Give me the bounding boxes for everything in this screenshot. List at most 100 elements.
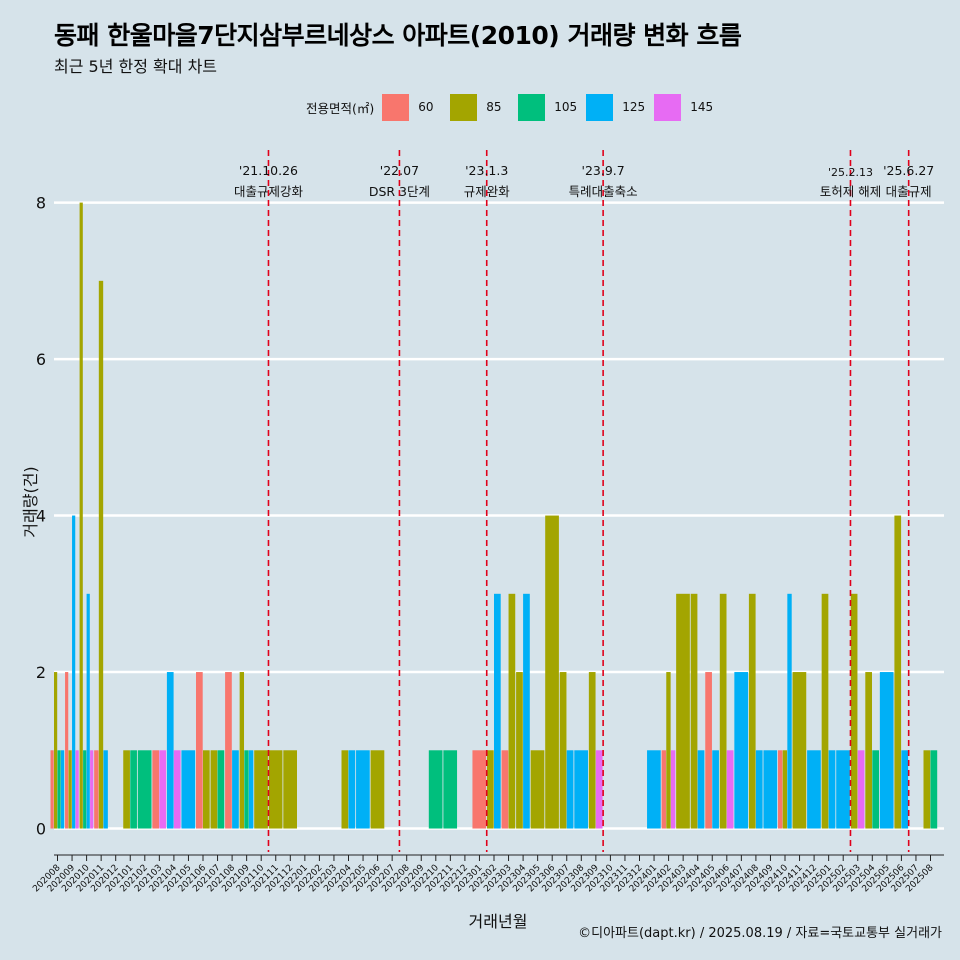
annotation-date: '25.6.27	[883, 163, 934, 178]
legend-swatch-85	[450, 93, 478, 121]
bar-105-202008	[57, 750, 61, 829]
annotation-date: '22.07	[380, 163, 419, 178]
bar-125-202308	[574, 750, 588, 829]
bar-85-202011	[98, 280, 104, 829]
bar-60-202106	[196, 672, 203, 829]
bar-145-202402	[670, 750, 676, 829]
bar-85-202010	[79, 202, 83, 829]
legend-swatch-105	[518, 93, 546, 121]
bar-85-202501	[821, 593, 829, 829]
bar-125-202307	[566, 750, 574, 829]
bar-125-202404	[697, 750, 705, 829]
bar-125-202104	[166, 672, 174, 829]
bar-125-202108	[232, 750, 239, 829]
bar-85-202404	[690, 593, 698, 829]
bar-85-202303	[508, 593, 516, 829]
bar-125-202105	[181, 750, 196, 829]
annotation-label: 특례대출축소	[569, 184, 638, 199]
bar-145-202103	[159, 750, 167, 829]
annotation-date: '23.1.3	[465, 163, 508, 178]
bar-85-202107	[210, 750, 218, 829]
annotation-date: '23.9.7	[582, 163, 625, 178]
bar-85-202112	[283, 750, 297, 829]
bar-125-202506	[901, 750, 909, 829]
x-axis-label: 거래년월	[468, 912, 528, 931]
bar-125-202109	[248, 750, 254, 829]
source-caption: ©디아파트(dapt.kr) / 2025.08.19 / 자료=국토교통부 실…	[578, 926, 942, 941]
bar-85-202008	[54, 672, 58, 829]
bar-125-202412	[807, 750, 821, 829]
bar-145-202104	[173, 750, 181, 829]
legend-label-105: 105	[554, 100, 578, 114]
annotation-label: 토허제 해제	[820, 184, 881, 199]
bar-125-202401	[647, 750, 661, 829]
bar-85-202408	[748, 593, 756, 829]
bar-125-202405	[712, 750, 719, 829]
y-tick-label: 6	[36, 350, 46, 369]
bar-145-202009	[75, 750, 79, 829]
bar-60-202103	[152, 750, 160, 829]
bar-105-202109	[244, 750, 249, 829]
bar-60-202410	[778, 750, 783, 829]
bar-60-202108	[225, 672, 232, 829]
bar-105-202101	[130, 750, 137, 829]
legend-title: 전용면적(㎡)	[306, 100, 375, 116]
y-tick-label: 8	[36, 194, 46, 213]
bar-125-202410	[787, 593, 792, 829]
bar-125-202205	[356, 750, 370, 829]
bar-125-202505	[879, 672, 894, 829]
bar-85-202305	[530, 750, 545, 829]
legend: 전용면적(㎡) 60 85 105 125 145	[306, 92, 722, 122]
bar-85-202106	[203, 750, 210, 829]
bar-125-202502	[836, 750, 850, 829]
bar-85-202101	[123, 750, 130, 829]
bar-60-202009	[65, 672, 69, 829]
annotation-label: 대출규제강화	[234, 184, 304, 199]
legend-swatch-145	[654, 93, 682, 121]
bar-105-202107	[217, 750, 225, 829]
bar-60-202008	[50, 750, 54, 829]
legend-label-145: 145	[690, 100, 714, 114]
bar-85-202411	[792, 672, 807, 829]
bar-85-202410	[782, 750, 788, 829]
legend-item-145: 145	[654, 93, 716, 121]
bar-125-202408	[755, 750, 763, 829]
legend-label-125: 125	[622, 100, 646, 114]
bar-85-202206	[370, 750, 385, 829]
bar-105-202210	[428, 750, 443, 829]
bar-145-202503	[857, 750, 865, 829]
legend-item-60: 60	[382, 93, 444, 121]
legend-item-85: 85	[450, 93, 512, 121]
bar-85-202508	[923, 750, 931, 829]
bar-85-202406	[719, 593, 727, 829]
bar-85-202109	[239, 672, 245, 829]
y-tick-label: 4	[36, 507, 46, 526]
bar-125-202304	[523, 593, 530, 829]
bar-125-202409	[763, 750, 778, 829]
y-tick-label: 0	[36, 820, 46, 839]
bar-85-202503	[850, 593, 858, 829]
bar-105-202010	[83, 750, 87, 829]
annotation-date: '25.2.13	[828, 166, 873, 179]
bar-60-202011	[94, 750, 99, 829]
y-axis-label: 거래량(건)	[21, 466, 40, 538]
bar-145-202309	[595, 750, 603, 829]
bar-125-202009	[72, 515, 76, 829]
bar-145-202406	[726, 750, 734, 829]
legend-swatch-60	[382, 93, 410, 121]
bar-85-202402	[666, 672, 671, 829]
bar-85-202403	[676, 593, 690, 829]
bar-105-202504	[872, 750, 879, 829]
bar-105-202211	[443, 750, 458, 829]
bar-125-202501	[828, 750, 836, 829]
bar-60-202405	[705, 672, 712, 829]
bar-85-202204	[341, 750, 349, 829]
bar-85-202504	[865, 672, 872, 829]
bar-60-202303	[501, 750, 509, 829]
bar-125-202008	[61, 750, 65, 829]
bar-85-202302	[487, 750, 494, 829]
bar-60-202301	[472, 750, 487, 829]
annotation-label: 규제완화	[464, 184, 511, 199]
legend-item-125: 125	[586, 93, 648, 121]
